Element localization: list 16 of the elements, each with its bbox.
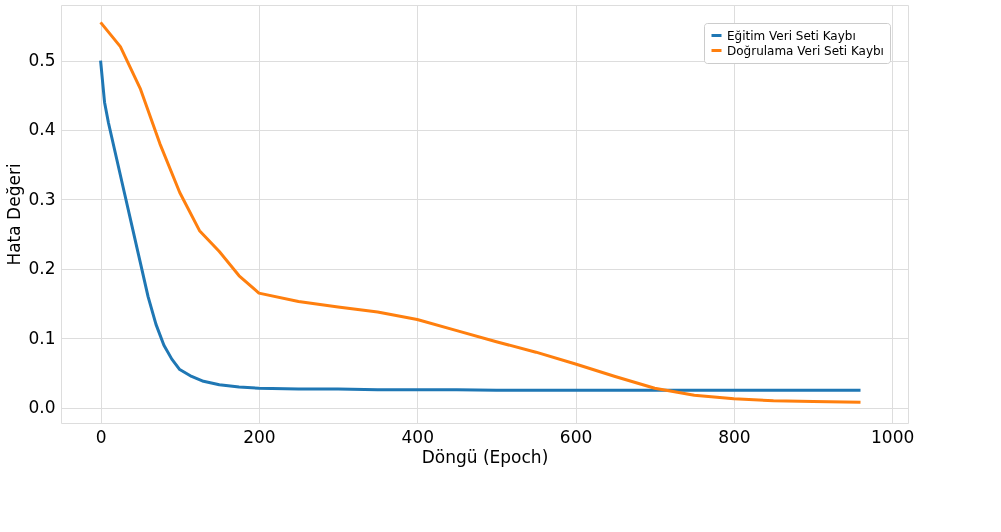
- y-axis-title: Hata Değeri: [4, 163, 25, 266]
- x-tick-label: 200: [243, 426, 276, 447]
- y-tick-label: 0.2: [28, 258, 56, 279]
- x-tick-label: 800: [718, 426, 751, 447]
- y-tick-label: 0.3: [28, 188, 56, 209]
- x-tick-label: 400: [401, 426, 434, 447]
- x-tick-label: 600: [559, 426, 593, 447]
- y-tick-label: 0.0: [28, 397, 56, 418]
- y-tick-label: 0.5: [28, 50, 56, 71]
- x-tick-label: 1000: [871, 426, 915, 447]
- x-tick-label: 0: [95, 426, 107, 447]
- legend-label: Doğrulama Veri Seti Kaybı: [727, 43, 884, 58]
- legend-label: Eğitim Veri Seti Kaybı: [727, 28, 856, 43]
- y-tick-label: 0.4: [28, 119, 56, 140]
- x-axis-title: Döngü (Epoch): [421, 446, 549, 467]
- y-tick-label: 0.1: [28, 327, 56, 348]
